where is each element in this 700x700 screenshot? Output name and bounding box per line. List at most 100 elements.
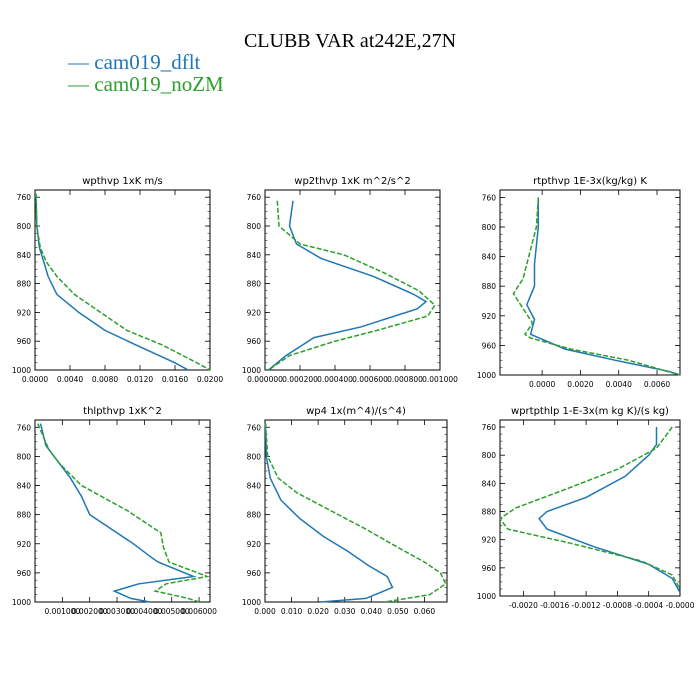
y-tick-label: 800 — [17, 452, 32, 461]
y-tick-label: 880 — [482, 282, 497, 291]
x-tick-label: 0.002000 — [72, 607, 108, 616]
series-line-cam019_dflt — [268, 200, 428, 371]
legend-label-dflt: cam019_dflt — [94, 50, 201, 74]
x-tick-label: 0.040 — [361, 607, 383, 616]
legend-line-dflt: — — [68, 50, 95, 74]
y-tick-label: 760 — [482, 423, 497, 432]
y-tick-label: 840 — [482, 253, 497, 262]
x-tick-label: -0.0008 — [603, 601, 632, 610]
x-tick-label: 0.010 — [281, 607, 303, 616]
series-line-cam019_noZM — [35, 193, 211, 371]
panel-title: wp2thvp 1xK m^2/s^2 — [294, 176, 410, 187]
legend-line-nozm: — — [68, 72, 95, 96]
x-tick-label: -0.0020 — [509, 601, 538, 610]
y-tick-label: 1000 — [242, 598, 261, 607]
y-tick-label: 920 — [247, 540, 262, 549]
panel-title: thlpthvp 1xK^2 — [83, 406, 162, 417]
x-tick-label: 0.0040 — [606, 380, 632, 389]
y-tick-label: 920 — [17, 308, 32, 317]
series-line-cam019_dflt — [35, 193, 189, 371]
y-tick-label: 960 — [17, 337, 32, 346]
y-tick-label: 1000 — [242, 366, 261, 375]
series-line-cam019_noZM — [268, 200, 436, 371]
x-tick-label: 0.000600 — [352, 375, 388, 384]
y-tick-label: 840 — [17, 251, 32, 260]
y-tick-label: 800 — [482, 451, 497, 460]
y-tick-label: 800 — [247, 452, 262, 461]
y-tick-label: 800 — [247, 222, 262, 231]
x-tick-label: 0.030 — [334, 607, 356, 616]
legend-item-nozm: — cam019_noZM — [68, 72, 224, 97]
series-line-cam019_dflt — [525, 197, 681, 376]
plot-frame — [34, 189, 211, 371]
x-tick-label: 0.060 — [414, 607, 436, 616]
y-tick-label: 800 — [482, 223, 497, 232]
x-tick-label: 0.050 — [387, 607, 409, 616]
y-tick-label: 880 — [482, 508, 497, 517]
x-tick-label: 0.0200 — [197, 375, 223, 384]
x-tick-label: 0.0120 — [127, 375, 153, 384]
plot-frame — [264, 419, 448, 603]
y-tick-label: 760 — [247, 193, 262, 202]
y-tick-label: 960 — [482, 564, 497, 573]
x-tick-label: 0.005000 — [154, 607, 190, 616]
x-tick-label: 0.000 — [254, 607, 276, 616]
y-tick-label: 960 — [247, 569, 262, 578]
x-tick-label: 0.0020 — [567, 380, 593, 389]
x-tick-label: 0.004000 — [126, 607, 162, 616]
x-tick-label: 0.0000 — [22, 375, 48, 384]
y-tick-label: 760 — [482, 193, 497, 202]
x-tick-label: -0.0004 — [634, 601, 663, 610]
x-tick-label: 0.0000 — [529, 380, 555, 389]
x-tick-label: 0.006000 — [181, 607, 217, 616]
y-tick-label: 1000 — [477, 371, 496, 380]
x-tick-label: -0.0012 — [572, 601, 601, 610]
y-tick-label: 960 — [482, 341, 497, 350]
panel-title: wpthvp 1xK m/s — [82, 176, 163, 187]
y-tick-label: 760 — [247, 423, 262, 432]
y-tick-label: 1000 — [12, 598, 31, 607]
y-tick-label: 1000 — [12, 366, 31, 375]
plot-frame — [499, 419, 681, 597]
series-line-cam019_noZM — [37, 423, 211, 603]
y-tick-label: 880 — [247, 511, 262, 520]
series-line-cam019_dflt — [264, 423, 394, 603]
plot-frame — [264, 189, 441, 371]
x-tick-label: 0.0040 — [57, 375, 83, 384]
legend-item-dflt: — cam019_dflt — [68, 50, 200, 75]
panel-title: rtpthvp 1E-3x(kg/kg) K — [533, 176, 647, 187]
x-tick-label: 0.000400 — [317, 375, 353, 384]
series-line-cam019_dflt — [538, 427, 681, 593]
panel-title: wp4 1x(m^4)/(s^4) — [306, 406, 406, 417]
series-line-cam019_noZM — [512, 197, 681, 376]
x-tick-label: 0.0160 — [162, 375, 188, 384]
legend-label-nozm: cam019_noZM — [94, 72, 224, 96]
x-tick-label: -0.0016 — [540, 601, 569, 610]
y-tick-label: 920 — [247, 308, 262, 317]
x-tick-label: 0.020 — [307, 607, 329, 616]
y-tick-label: 840 — [247, 482, 262, 491]
y-tick-label: 760 — [17, 423, 32, 432]
y-tick-label: 800 — [17, 222, 32, 231]
figure-title: CLUBB VAR at242E,27N — [243, 30, 457, 52]
y-tick-label: 840 — [17, 482, 32, 491]
series-line-cam019_noZM — [264, 423, 447, 603]
x-tick-label: 0.003000 — [99, 607, 135, 616]
y-tick-label: 960 — [17, 569, 32, 578]
y-tick-label: 840 — [247, 251, 262, 260]
y-tick-label: 920 — [482, 312, 497, 321]
y-tick-label: 920 — [17, 540, 32, 549]
x-tick-label: 0.000000 — [247, 375, 283, 384]
y-tick-label: 920 — [482, 536, 497, 545]
x-tick-label: 0.000800 — [387, 375, 423, 384]
plot-frame — [34, 419, 211, 603]
series-line-cam019_dflt — [39, 423, 197, 603]
x-tick-label: 0.000200 — [282, 375, 318, 384]
y-tick-label: 1000 — [477, 592, 496, 601]
y-tick-label: 880 — [247, 280, 262, 289]
panel-title: wprtpthlp 1-E-3x(m kg K)/(s kg) — [511, 406, 669, 417]
y-tick-label: 880 — [17, 280, 32, 289]
y-tick-label: 840 — [482, 479, 497, 488]
y-tick-label: 760 — [17, 193, 32, 202]
